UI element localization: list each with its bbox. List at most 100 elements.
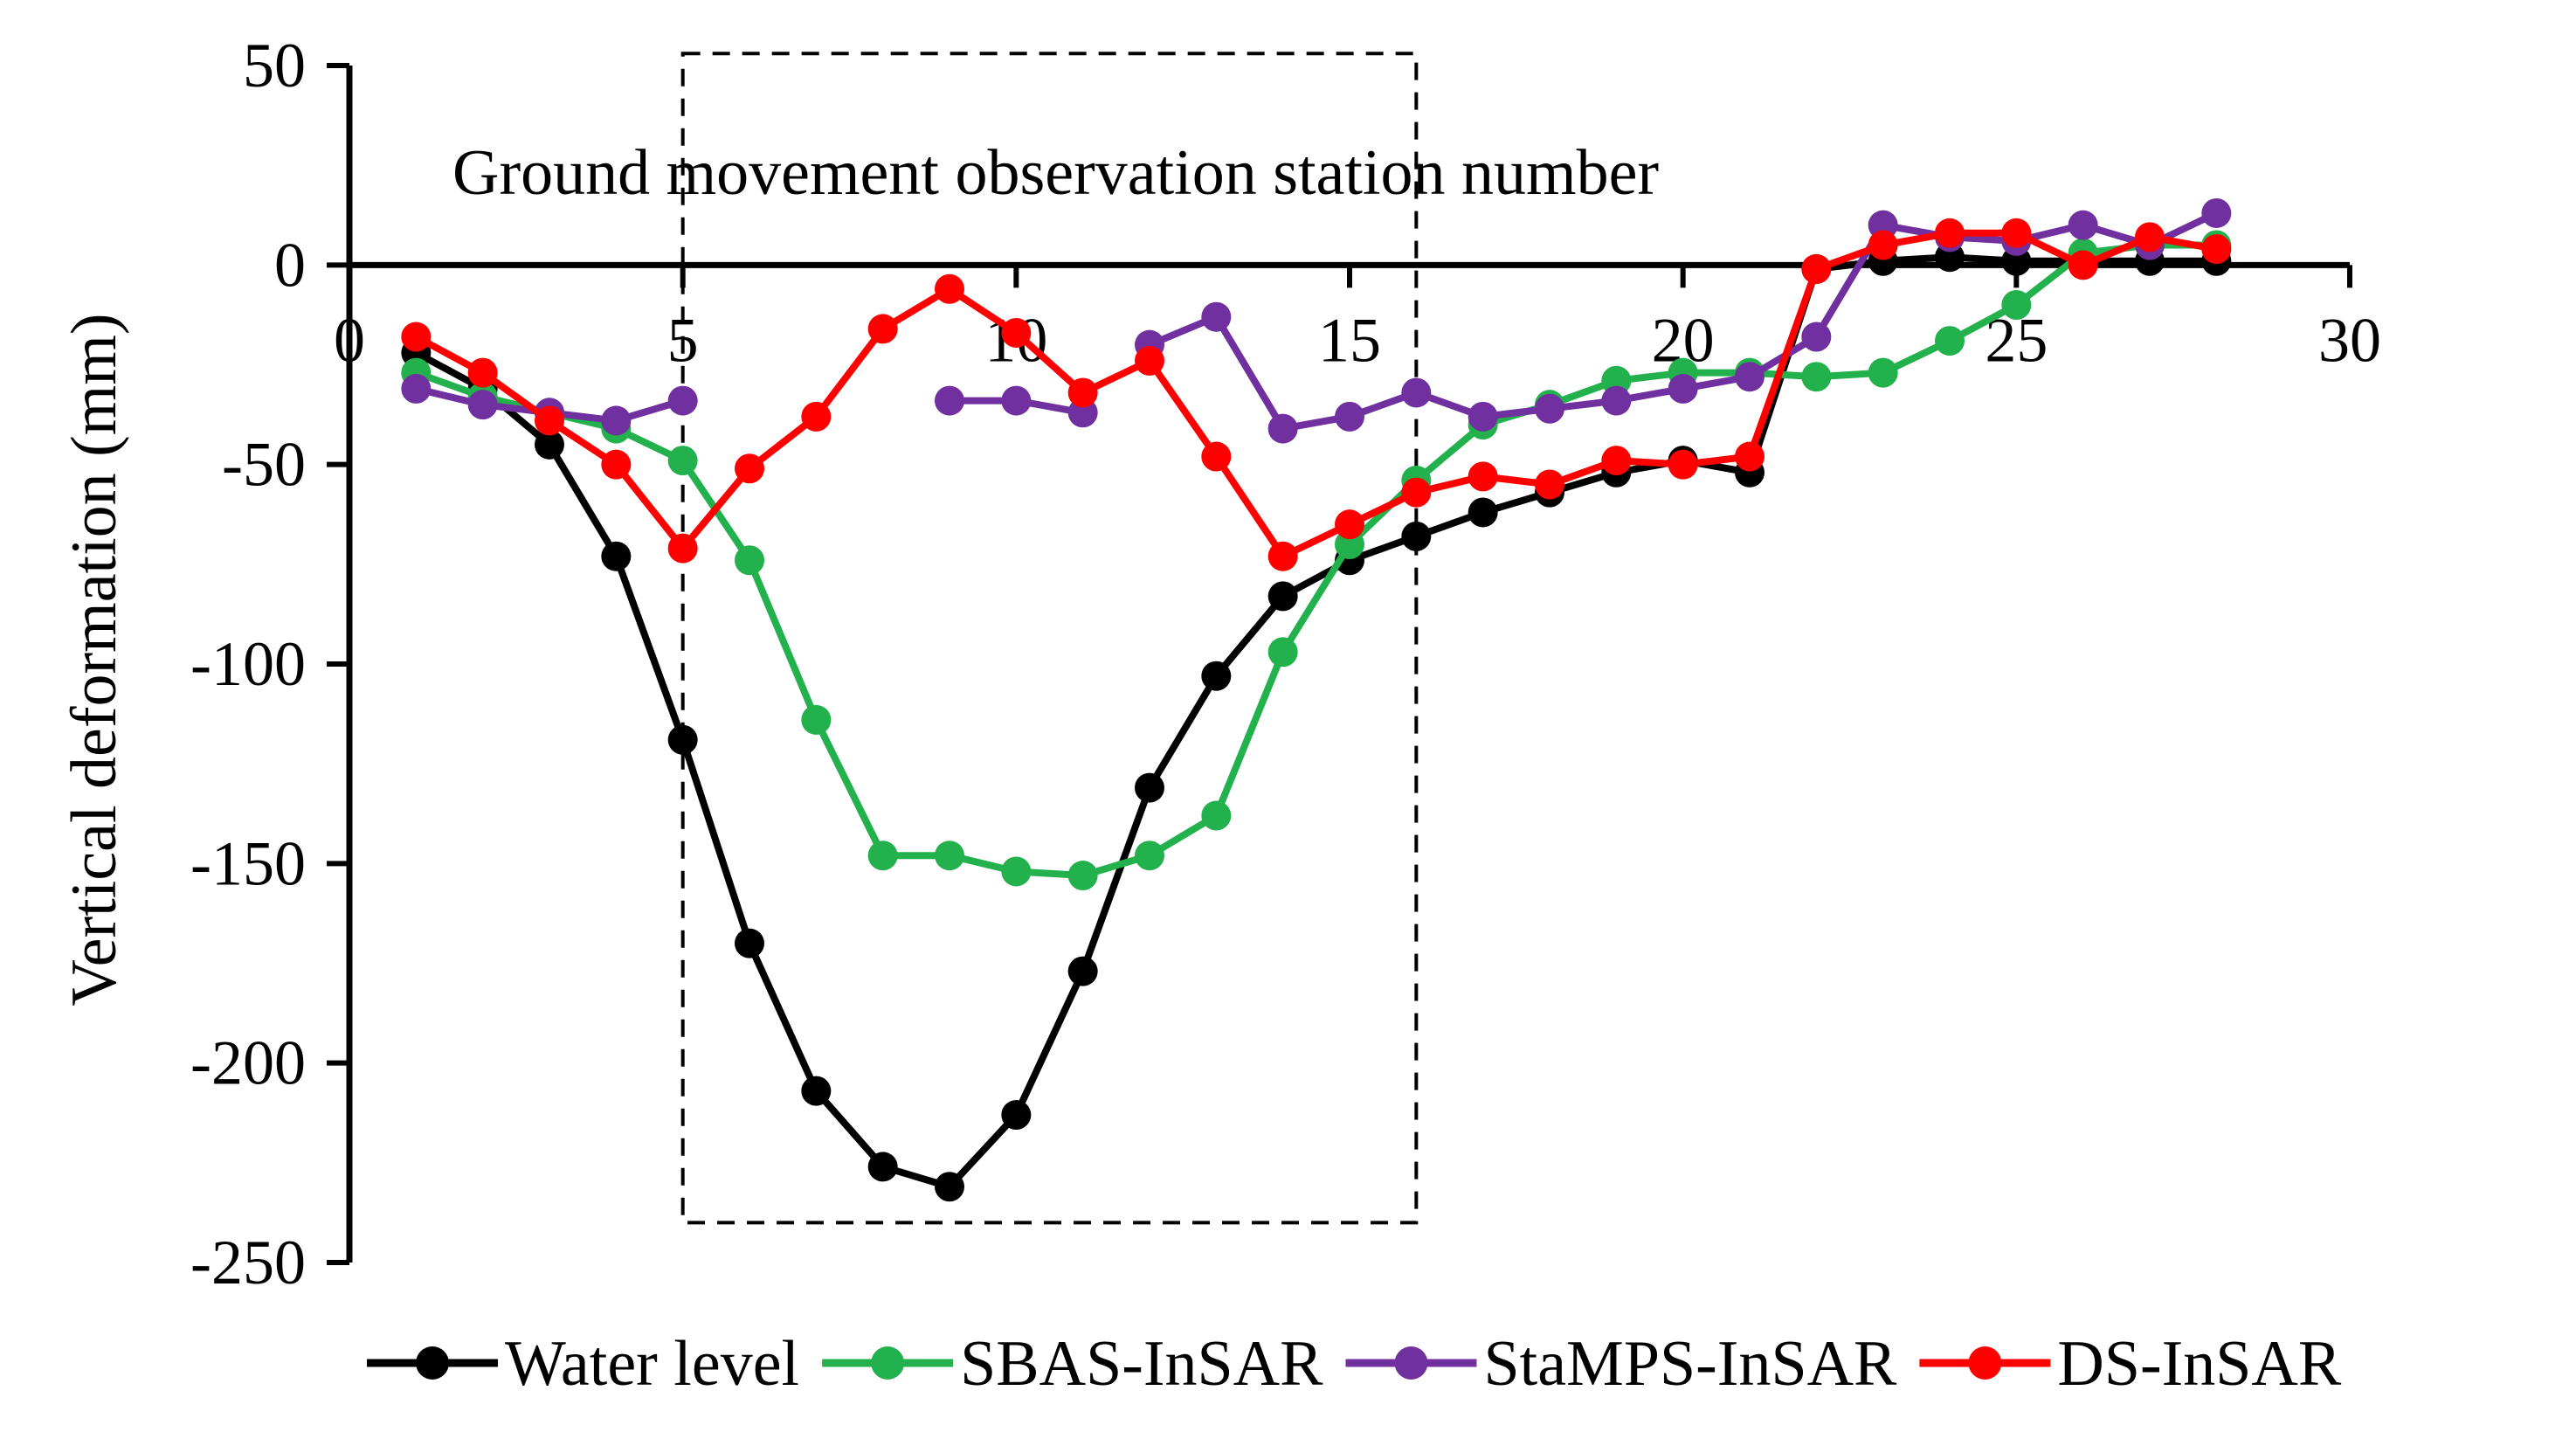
data-point-stamps-insar — [1267, 413, 1298, 444]
series-ds-insar — [401, 218, 2232, 571]
data-point-ds-insar — [2135, 222, 2165, 253]
data-point-ds-insar — [1801, 253, 1832, 284]
data-point-stamps-insar — [1735, 362, 1765, 392]
data-point-water-level — [667, 724, 698, 755]
data-point-sbas-insar — [1135, 841, 1164, 871]
series-line-ds-insar — [414, 229, 2218, 560]
data-point-stamps-insar — [601, 405, 632, 436]
data-point-water-level — [801, 1076, 832, 1106]
series-stamps-insar — [401, 197, 2232, 444]
data-point-ds-insar — [1735, 441, 1765, 472]
data-point-stamps-insar — [2201, 197, 2232, 228]
data-point-ds-insar — [1135, 345, 1164, 376]
data-point-ds-insar — [1401, 477, 1432, 508]
legend-item: DS-InSAR — [1919, 1328, 2342, 1400]
data-point-stamps-insar — [667, 385, 698, 416]
data-point-stamps-insar — [1668, 373, 1698, 404]
data-point-sbas-insar — [1801, 362, 1832, 392]
data-point-water-level — [735, 928, 764, 958]
data-point-ds-insar — [467, 357, 498, 388]
data-point-water-level — [1135, 772, 1164, 803]
legend-label: SBAS-InSAR — [960, 1328, 1323, 1400]
data-point-sbas-insar — [1267, 637, 1298, 668]
data-point-ds-insar — [867, 314, 898, 344]
data-point-ds-insar — [735, 453, 764, 484]
data-point-stamps-insar — [1801, 322, 1832, 352]
legend-swatch-marker — [416, 1346, 449, 1380]
data-point-stamps-insar — [1601, 385, 1632, 416]
data-point-water-level — [867, 1152, 898, 1182]
data-point-sbas-insar — [1201, 800, 1232, 831]
data-point-ds-insar — [401, 322, 432, 352]
data-point-ds-insar — [1067, 377, 1098, 408]
data-point-stamps-insar — [2068, 210, 2098, 240]
legend: Water level SBAS-InSAR StaMPS-InSAR DS-InSA… — [367, 1328, 2342, 1400]
y-tick-label: -200 — [190, 1028, 306, 1098]
data-point-ds-insar — [1668, 449, 1698, 480]
data-point-water-level — [1401, 521, 1432, 551]
data-point-stamps-insar — [935, 385, 964, 416]
data-point-water-level — [601, 541, 632, 571]
data-point-water-level — [935, 1172, 964, 1202]
y-axis-title: Vertical deformation (mm) — [59, 313, 130, 1006]
data-point-ds-insar — [1001, 317, 1032, 348]
highlight-box — [680, 52, 1419, 1225]
data-point-stamps-insar — [1535, 393, 1564, 424]
data-point-stamps-insar — [1401, 377, 1432, 408]
data-point-ds-insar — [601, 449, 632, 480]
data-point-ds-insar — [1335, 509, 1364, 540]
x-tick-label: 30 — [2318, 305, 2381, 375]
data-point-ds-insar — [1535, 469, 1564, 500]
x-tick-label: 15 — [1318, 305, 1381, 375]
data-point-ds-insar — [935, 273, 964, 304]
legend-item: StaMPS-InSAR — [1345, 1328, 1897, 1400]
y-tick-label: 0 — [274, 230, 306, 300]
x-tick-label: 0 — [334, 305, 365, 375]
legend-label: Water level — [505, 1328, 799, 1400]
data-point-stamps-insar — [1201, 301, 1232, 332]
data-point-ds-insar — [801, 401, 832, 432]
data-point-sbas-insar — [735, 545, 764, 576]
legend-swatch-marker — [871, 1346, 905, 1380]
data-point-ds-insar — [1868, 230, 1898, 260]
axes: 500-50-100-150-200-250051015202530 — [190, 31, 2381, 1297]
data-point-stamps-insar — [401, 373, 432, 404]
legend-item: Water level — [367, 1328, 799, 1400]
data-point-ds-insar — [2068, 250, 2098, 280]
data-point-sbas-insar — [867, 841, 898, 871]
y-tick-label: -50 — [222, 430, 306, 500]
y-tick-label: -100 — [190, 629, 306, 699]
data-point-sbas-insar — [801, 704, 832, 735]
data-point-ds-insar — [1201, 441, 1232, 472]
series-layer — [401, 197, 2232, 1202]
data-point-ds-insar — [535, 405, 564, 436]
data-point-sbas-insar — [2001, 290, 2032, 320]
data-point-sbas-insar — [935, 841, 964, 871]
data-point-water-level — [1267, 581, 1298, 612]
data-point-ds-insar — [1267, 541, 1298, 571]
y-tick-label: -150 — [190, 828, 306, 898]
legend-swatch-marker — [1394, 1346, 1428, 1380]
x-axis-title: Ground movement observation station numb… — [452, 137, 1659, 209]
data-point-sbas-insar — [667, 446, 698, 476]
data-point-stamps-insar — [467, 390, 498, 420]
data-point-ds-insar — [2201, 234, 2232, 265]
legend-item: SBAS-InSAR — [822, 1328, 1323, 1400]
data-point-water-level — [1201, 661, 1232, 691]
y-tick-label: -250 — [190, 1228, 306, 1297]
data-point-stamps-insar — [1001, 385, 1032, 416]
data-point-sbas-insar — [1001, 856, 1032, 887]
data-point-ds-insar — [1601, 446, 1632, 476]
legend-label: StaMPS-InSAR — [1483, 1328, 1897, 1400]
legend-label: DS-InSAR — [2057, 1328, 2341, 1400]
data-point-ds-insar — [667, 533, 698, 564]
x-tick-label: 5 — [667, 305, 699, 375]
series-line-water-level — [414, 253, 2217, 1191]
y-tick-label: 50 — [243, 31, 306, 100]
data-point-stamps-insar — [1335, 401, 1364, 432]
data-point-ds-insar — [1935, 218, 1965, 248]
data-point-water-level — [1468, 497, 1498, 528]
legend-swatch-marker — [1968, 1346, 2002, 1380]
data-point-sbas-insar — [1935, 326, 1965, 356]
